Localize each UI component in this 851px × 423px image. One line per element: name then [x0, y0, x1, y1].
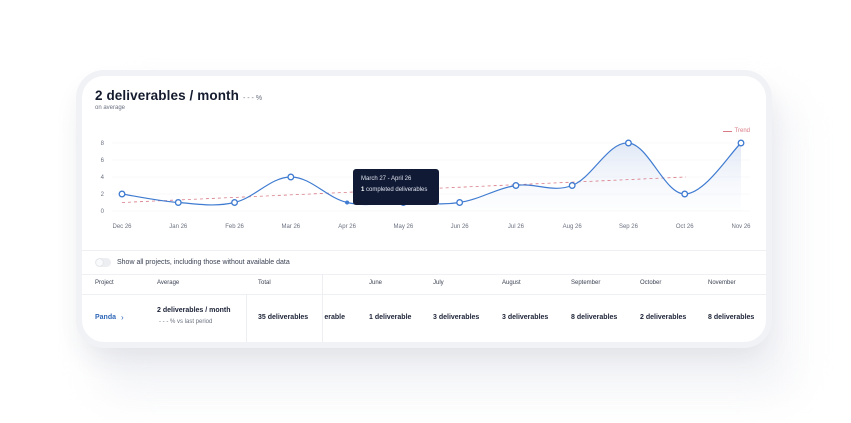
data-point[interactable]: [287, 173, 295, 181]
col-header-july[interactable]: July: [433, 280, 444, 286]
x-tick-label: Sep 26: [619, 224, 639, 230]
data-point[interactable]: [456, 199, 464, 206]
x-tick-label: Aug 26: [563, 224, 583, 230]
col-header-august[interactable]: August: [502, 280, 521, 286]
tooltip-text: completed deliverables: [366, 187, 428, 193]
toggle-knob: [96, 259, 103, 266]
y-tick-label: 6: [101, 158, 105, 164]
col-header-november[interactable]: November: [708, 280, 736, 286]
trend-legend-swatch: [722, 130, 732, 132]
chart-legend: Trend: [722, 128, 750, 134]
average-change: - - - % vs last period: [159, 319, 213, 325]
y-tick-label: 4: [101, 175, 105, 181]
data-point[interactable]: [512, 182, 520, 189]
total-value: 35 deliverables: [258, 314, 309, 321]
table-top-border: [82, 274, 766, 275]
data-point[interactable]: [737, 139, 745, 147]
data-point[interactable]: [625, 139, 632, 147]
table-header-border: [82, 294, 766, 295]
cell-june: 1 deliverable: [369, 314, 412, 321]
x-tick-label: Mar 26: [281, 224, 300, 230]
tooltip-value: 1 completed deliverables: [361, 187, 431, 193]
cell-november: 8 deliverables: [708, 314, 755, 321]
y-axis-labels: 0 2 4 6 8: [101, 141, 105, 215]
area-fill: [347, 142, 741, 211]
total-column-divider: [246, 294, 247, 342]
x-axis-labels: Dec 26 Jan 26 Feb 26 Mar 26 Apr 26 May 26 Jun …: [112, 224, 751, 230]
project-name: Panda: [95, 314, 117, 321]
show-all-toggle[interactable]: [95, 258, 111, 267]
x-tick-label: Apr 26: [338, 224, 356, 230]
x-tick-label: Jan 26: [169, 224, 188, 230]
col-header-average[interactable]: Average: [157, 280, 180, 286]
y-tick-label: 8: [101, 141, 105, 147]
clipped-cell-text: erable: [324, 314, 345, 321]
project-link[interactable]: Panda ›: [95, 313, 124, 322]
data-point-active[interactable]: [345, 200, 350, 205]
show-all-toggle-label: Show all projects, including those witho…: [117, 259, 290, 266]
cell-october: 2 deliverables: [640, 314, 687, 321]
chevron-right-icon: ›: [121, 313, 124, 322]
subtitle: on average: [95, 105, 126, 111]
x-tick-label: May 26: [394, 224, 414, 230]
y-tick-label: 0: [101, 209, 105, 215]
clipped-cell: erable: [323, 295, 345, 341]
change-percent: - - - %: [243, 95, 263, 102]
trend-legend-label: Trend: [734, 128, 750, 134]
chart-tooltip: March 27 - April 26 1 completed delivera…: [353, 169, 439, 205]
data-points[interactable]: [118, 139, 745, 206]
y-tick-label: 2: [101, 192, 105, 198]
data-point[interactable]: [681, 190, 689, 198]
x-tick-label: Feb 26: [225, 224, 244, 230]
tooltip-range: March 27 - April 26: [361, 176, 412, 182]
headline: 2 deliverables / month - - - %: [95, 88, 262, 103]
x-tick-label: Nov 26: [731, 224, 751, 230]
page-title: 2 deliverables / month: [95, 88, 239, 103]
x-tick-label: Jun 26: [451, 224, 470, 230]
col-header-september[interactable]: September: [571, 280, 601, 286]
col-header-total[interactable]: Total: [258, 280, 271, 286]
col-header-project[interactable]: Project: [95, 280, 114, 286]
data-point[interactable]: [118, 190, 126, 198]
x-tick-label: Dec 26: [112, 224, 132, 230]
cell-august: 3 deliverables: [502, 314, 549, 321]
average-value: 2 deliverables / month: [157, 307, 231, 314]
deliverables-card: 2 deliverables / month - - - % on averag…: [82, 76, 766, 342]
show-all-toggle-row: Show all projects, including those witho…: [95, 258, 290, 267]
col-header-october[interactable]: October: [640, 280, 662, 286]
deliverables-chart: 0 2 4 6 8 Dec 26 Jan 26 Feb 26 Mar 26 Apr 26 May …: [101, 139, 751, 230]
x-tick-label: Oct 26: [676, 224, 694, 230]
divider: [82, 250, 766, 251]
data-point[interactable]: [568, 182, 576, 189]
data-point[interactable]: [174, 199, 182, 206]
x-tick-label: Jul 26: [508, 224, 525, 230]
cell-september: 8 deliverables: [571, 314, 618, 321]
fixed-column-divider: [322, 274, 323, 342]
data-point[interactable]: [231, 199, 238, 206]
col-header-june[interactable]: June: [369, 280, 383, 286]
tooltip-count: 1: [361, 187, 365, 193]
cell-july: 3 deliverables: [433, 314, 480, 321]
chart-area: [347, 142, 741, 211]
